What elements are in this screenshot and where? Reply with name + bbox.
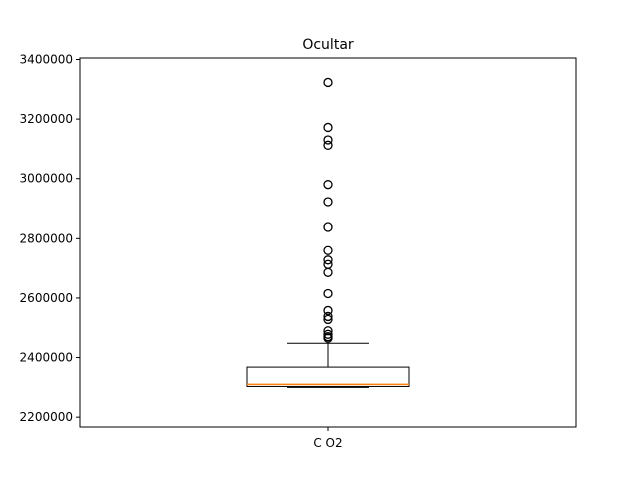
outlier-point (323, 259, 333, 269)
outlier-point (323, 197, 333, 207)
outlier-point (323, 326, 333, 336)
y-tick-label: 2200000 (20, 410, 73, 424)
y-tick-label: 2800000 (20, 231, 73, 245)
iqr-box (246, 366, 410, 387)
outlier-point (323, 314, 333, 325)
outlier-point (323, 140, 333, 150)
outlier-point (323, 180, 333, 190)
outlier-point (323, 329, 333, 339)
y-tick-label: 3400000 (20, 52, 73, 66)
chart-title: Ocultar (302, 37, 354, 53)
outlier-point (323, 288, 333, 299)
axes: 2200000 2400000 2600000 2800000 3000000 32000… (20, 52, 577, 450)
outlier-point (323, 332, 333, 342)
y-tick-label: 3200000 (20, 112, 73, 126)
outlier-point (323, 255, 333, 265)
outlier-point (323, 222, 333, 232)
outlier-point (323, 311, 333, 322)
y-tick-label: 2600000 (20, 291, 73, 305)
outlier-point (323, 267, 333, 277)
outlier-point (323, 122, 333, 133)
y-tick-label: 2400000 (20, 351, 73, 365)
plot-frame (79, 57, 577, 428)
x-tick-label: C O2 (313, 436, 342, 450)
outlier-point (323, 77, 333, 88)
outlier-point (323, 135, 333, 145)
plot-area (246, 77, 410, 388)
outlier-point (323, 305, 333, 316)
outlier-point (323, 245, 333, 255)
y-tick-label: 3000000 (20, 172, 73, 186)
